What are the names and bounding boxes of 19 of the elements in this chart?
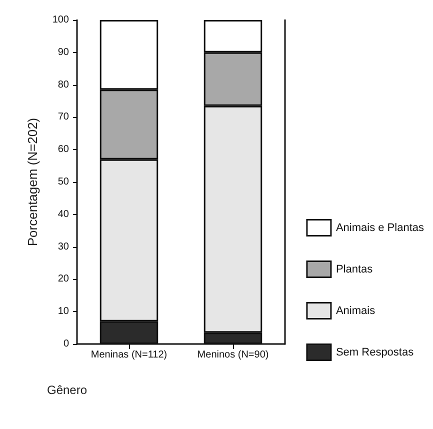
y-tick-label: 50 (58, 176, 70, 188)
legend-label: Sem Respostas (336, 346, 414, 358)
y-tick-label: 70 (58, 112, 70, 123)
legend-label: Animais (336, 304, 376, 317)
legend-label: Animais e Plantas (336, 222, 424, 234)
y-tick-label: 0 (63, 338, 70, 350)
x-axis-title: Gênero (47, 383, 88, 397)
x-tick-label: Meninos (N=90) (197, 350, 269, 360)
y-tick-label: 20 (58, 274, 70, 285)
x-tick-label: Meninas (N=112) (90, 350, 168, 360)
y-tick-label: 40 (58, 208, 70, 220)
y-tick-label: 100 (52, 14, 70, 26)
legend-label: Plantas (336, 263, 374, 276)
y-tick-label: 60 (58, 144, 70, 156)
y-tick-label: 80 (58, 79, 70, 90)
y-tick-label: 10 (58, 306, 70, 318)
y-tick-label: 30 (58, 241, 70, 252)
y-axis-title: Porcentagem (N=202) (25, 118, 40, 246)
y-tick-label: 90 (58, 46, 70, 58)
